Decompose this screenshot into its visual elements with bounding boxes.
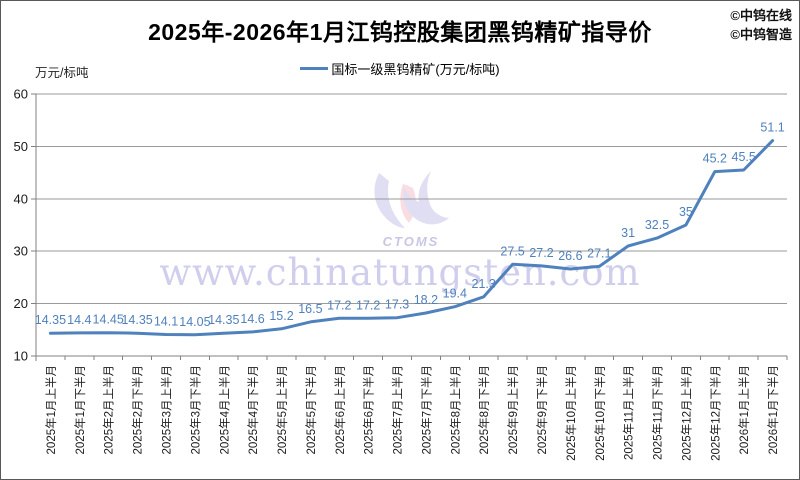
copyright-line-1: ©中钨在线 (730, 8, 792, 23)
svg-text:14.05: 14.05 (179, 315, 210, 329)
svg-text:2025年7月下半月: 2025年7月下半月 (419, 365, 433, 454)
svg-text:2025年12月上半月: 2025年12月上半月 (679, 365, 693, 461)
svg-text:27.5: 27.5 (500, 244, 524, 258)
svg-text:14.45: 14.45 (93, 313, 124, 327)
svg-text:2025年12月下半月: 2025年12月下半月 (708, 365, 722, 461)
svg-text:2025年1月上半月: 2025年1月上半月 (44, 365, 58, 454)
legend-line-swatch (300, 66, 329, 70)
svg-text:27.2: 27.2 (529, 246, 553, 260)
svg-text:2025年3月下半月: 2025年3月下半月 (188, 365, 202, 454)
watermark-logo-text: CTOMS (382, 234, 440, 249)
svg-text:21.3: 21.3 (472, 277, 496, 291)
svg-text:17.2: 17.2 (356, 298, 380, 312)
svg-text:14.1: 14.1 (154, 315, 178, 329)
svg-text:20: 20 (14, 296, 28, 311)
svg-text:30: 30 (14, 244, 28, 259)
svg-text:19.4: 19.4 (443, 287, 467, 301)
svg-text:17.3: 17.3 (385, 298, 409, 312)
svg-text:18.2: 18.2 (414, 293, 438, 307)
svg-text:2025年1月下半月: 2025年1月下半月 (73, 365, 87, 454)
svg-text:2025年4月下半月: 2025年4月下半月 (246, 365, 260, 454)
svg-text:14.35: 14.35 (35, 313, 66, 327)
svg-text:2025年4月上半月: 2025年4月上半月 (217, 365, 231, 454)
svg-text:2025年5月上半月: 2025年5月上半月 (275, 365, 289, 454)
svg-text:10: 10 (14, 349, 28, 364)
svg-text:60: 60 (14, 87, 28, 102)
svg-text:2025年10月上半月: 2025年10月上半月 (564, 365, 578, 461)
svg-text:2025年9月上半月: 2025年9月上半月 (506, 365, 520, 454)
svg-text:17.2: 17.2 (327, 298, 351, 312)
svg-text:35: 35 (679, 205, 693, 219)
svg-text:2025年2月上半月: 2025年2月上半月 (102, 365, 116, 454)
svg-text:2025年11月下半月: 2025年11月下半月 (651, 365, 665, 460)
svg-text:27.1: 27.1 (587, 246, 611, 260)
svg-text:2025年7月上半月: 2025年7月上半月 (391, 365, 405, 454)
watermark-url: www.chinatungsten.com (159, 251, 641, 294)
y-axis-unit-label: 万元/标吨 (35, 66, 89, 80)
svg-text:2025年6月上半月: 2025年6月上半月 (333, 365, 347, 454)
svg-text:40: 40 (14, 191, 28, 206)
svg-text:26.6: 26.6 (558, 249, 582, 263)
svg-text:2025年2月下半月: 2025年2月下半月 (131, 365, 145, 454)
svg-text:2025年9月下半月: 2025年9月下半月 (535, 365, 549, 454)
svg-text:2026年1月上半月: 2026年1月上半月 (737, 365, 751, 454)
svg-text:2025年8月下半月: 2025年8月下半月 (477, 365, 491, 454)
svg-text:51.1: 51.1 (760, 121, 784, 135)
svg-text:50: 50 (14, 139, 28, 154)
copyright-line-2: ©中钨智造 (730, 27, 792, 42)
svg-text:2026年1月下半月: 2026年1月下半月 (766, 365, 780, 454)
svg-text:31: 31 (621, 226, 635, 240)
svg-text:2025年10月下半月: 2025年10月下半月 (593, 365, 607, 461)
legend-label: 国标一级黑钨精矿(万元/标吨) (331, 61, 500, 77)
svg-text:16.5: 16.5 (298, 302, 322, 316)
svg-text:2025年8月上半月: 2025年8月上半月 (448, 365, 462, 454)
svg-text:2025年6月下半月: 2025年6月下半月 (362, 365, 376, 454)
chart-title: 2025年-2026年1月江钨控股集团黑钨精矿指导价 (148, 19, 652, 45)
svg-text:2025年5月下半月: 2025年5月下半月 (304, 365, 318, 454)
svg-text:15.2: 15.2 (269, 309, 293, 323)
watermark-logo: CTOMS (365, 171, 457, 249)
svg-text:14.6: 14.6 (240, 312, 264, 326)
copyright-block: ©中钨在线 ©中钨智造 (730, 6, 792, 44)
svg-text:45.5: 45.5 (732, 150, 756, 164)
svg-text:14.35: 14.35 (208, 313, 239, 327)
legend: 国标一级黑钨精矿(万元/标吨) (1, 59, 799, 77)
svg-text:14.4: 14.4 (67, 313, 91, 327)
svg-text:2025年3月上半月: 2025年3月上半月 (159, 365, 173, 454)
svg-text:14.35: 14.35 (121, 313, 152, 327)
svg-text:32.5: 32.5 (645, 218, 669, 232)
svg-text:2025年11月上半月: 2025年11月上半月 (622, 365, 636, 460)
svg-text:45.2: 45.2 (703, 152, 727, 166)
ctoms-logo-icon (374, 171, 449, 228)
